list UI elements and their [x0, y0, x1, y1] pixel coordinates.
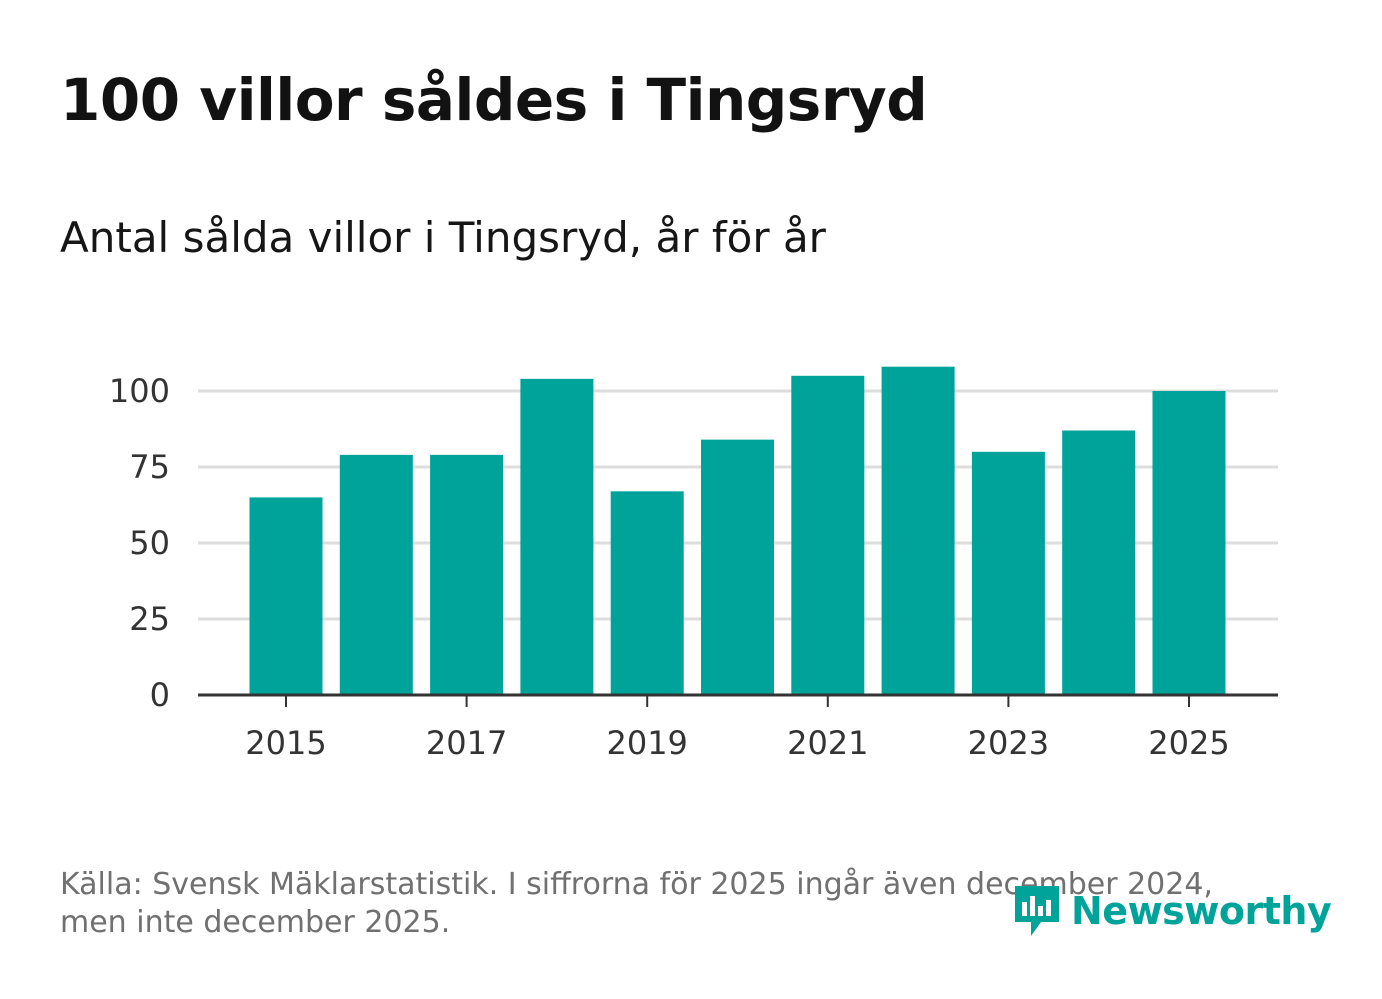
newsworthy-logo: Newsworthy [1011, 882, 1332, 940]
y-tick-label: 100 [109, 372, 170, 410]
bar-2022 [881, 366, 955, 695]
y-tick-label: 25 [129, 600, 170, 638]
bar-2018 [520, 378, 594, 695]
y-tick-label: 50 [129, 524, 170, 562]
bar-2021 [791, 375, 865, 695]
axes: 0 25 50 75 100 2015 2017 2019 2021 2023 2025 [109, 372, 1278, 762]
bar-2025 [1152, 391, 1226, 695]
y-tick-label: 75 [129, 448, 170, 486]
newsworthy-logo-icon [1015, 886, 1059, 936]
bar-2017 [430, 454, 504, 695]
bar-2015 [249, 497, 323, 695]
chart-title: 100 villor såldes i Tingsryd [60, 66, 928, 134]
bar-2016 [339, 454, 413, 695]
x-tick-label: 2019 [606, 724, 687, 762]
y-tick-label: 0 [150, 676, 170, 714]
bar-2024 [1062, 430, 1136, 695]
bars [249, 366, 1226, 695]
chart-subtitle: Antal sålda villor i Tingsryd, år för år [60, 213, 826, 262]
bar-2019 [610, 491, 684, 695]
x-tick-label: 2021 [787, 724, 868, 762]
source-line-2: men inte december 2025. [60, 905, 451, 940]
newsworthy-logo-text: Newsworthy [1071, 889, 1332, 933]
bar-2020 [701, 439, 774, 695]
x-tick-label: 2025 [1148, 724, 1229, 762]
x-tick-label: 2015 [245, 724, 326, 762]
bar-2023 [971, 451, 1045, 695]
x-tick-label: 2023 [968, 724, 1049, 762]
x-tick-label: 2017 [426, 724, 507, 762]
